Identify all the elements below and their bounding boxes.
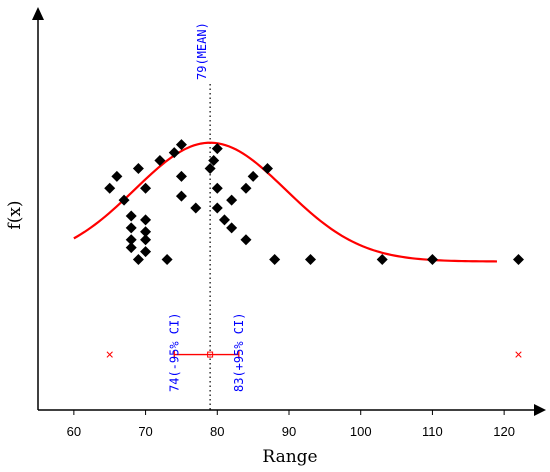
x-tick-label-60: 60 <box>67 424 81 439</box>
data-point-14 <box>154 155 166 167</box>
data-point-28 <box>226 194 238 206</box>
data-point-10 <box>140 214 152 226</box>
data-point-1 <box>111 170 123 182</box>
normal-curve-group <box>73 141 497 263</box>
data-point-6 <box>125 242 137 254</box>
data-point-36 <box>426 254 438 266</box>
data-point-32 <box>261 162 273 174</box>
x-tick-label-90: 90 <box>282 424 296 439</box>
x-ticks: 60 70 80 90 100 110 120 <box>67 410 515 439</box>
data-point-22 <box>208 155 220 167</box>
y-axis-label: f(x) <box>5 200 25 229</box>
data-point-7 <box>132 254 144 266</box>
data-point-25 <box>211 182 223 194</box>
data-point-37 <box>512 254 524 266</box>
data-point-11 <box>140 226 152 238</box>
data-point-27 <box>226 222 238 234</box>
data-point-9 <box>140 182 152 194</box>
data-point-35 <box>376 254 388 266</box>
ci-upper-label: 83(+95% CI) <box>232 313 246 392</box>
data-point-31 <box>247 170 259 182</box>
data-point-15 <box>161 254 173 266</box>
normal-curve <box>73 141 497 263</box>
data-point-19 <box>175 190 187 202</box>
ci-lower-label: 74(-95% CI) <box>167 313 181 392</box>
data-point-33 <box>269 254 281 266</box>
x-tick-label-80: 80 <box>210 424 224 439</box>
data-point-0 <box>104 182 116 194</box>
data-points <box>104 139 524 266</box>
outlier-marker-1 <box>515 351 522 358</box>
data-point-20 <box>190 202 202 214</box>
x-tick-label-100: 100 <box>350 424 372 439</box>
confidence-interval: 74(-95% CI) 83(+95% CI) <box>106 313 522 392</box>
mean-label: 79(MEAN) <box>195 22 209 80</box>
data-point-8 <box>132 162 144 174</box>
data-point-21 <box>204 162 216 174</box>
mean-group: 79(MEAN) <box>195 22 211 410</box>
ci-center-marker <box>207 351 214 358</box>
data-point-3 <box>125 210 137 222</box>
data-point-12 <box>140 234 152 246</box>
x-tick-label-110: 110 <box>422 424 443 439</box>
data-point-17 <box>175 139 187 151</box>
data-point-34 <box>305 254 317 266</box>
y-axis-arrow <box>32 7 44 20</box>
x-axis-label: Range <box>262 447 317 467</box>
data-point-24 <box>211 202 223 214</box>
data-point-23 <box>211 143 223 155</box>
data-point-29 <box>240 234 252 246</box>
x-tick-label-120: 120 <box>493 424 515 439</box>
x-axis-arrow <box>534 404 546 416</box>
data-point-2 <box>118 194 130 206</box>
data-point-4 <box>125 222 137 234</box>
data-point-26 <box>218 214 230 226</box>
data-point-13 <box>140 246 152 258</box>
data-point-30 <box>240 182 252 194</box>
x-tick-label-70: 70 <box>138 424 152 439</box>
outlier-marker-0 <box>106 351 113 358</box>
data-point-18 <box>175 170 187 182</box>
data-point-5 <box>125 234 137 246</box>
data-point-16 <box>168 147 180 159</box>
